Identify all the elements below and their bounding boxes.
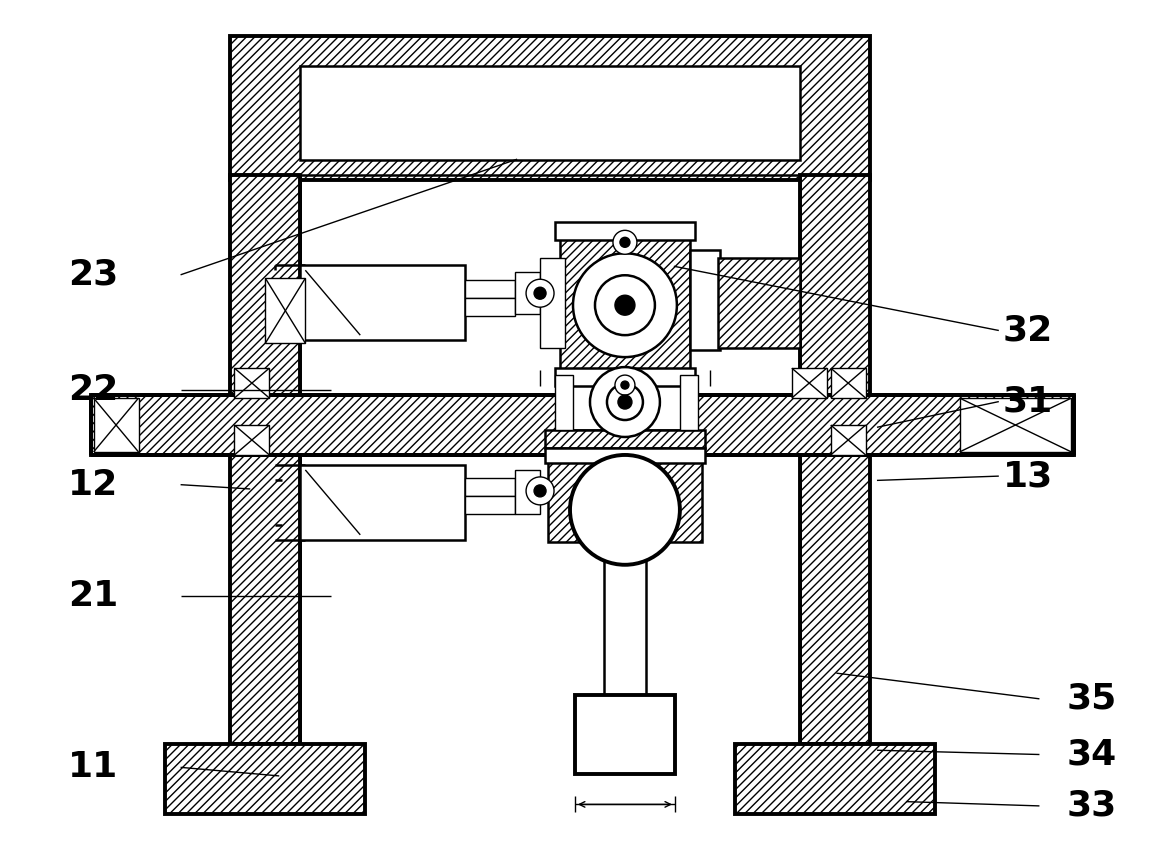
Bar	[555, 222, 695, 240]
Circle shape	[526, 477, 554, 505]
Circle shape	[573, 253, 677, 357]
Circle shape	[595, 275, 655, 335]
Bar	[465, 478, 515, 496]
Bar	[235, 368, 270, 398]
Circle shape	[621, 381, 629, 389]
Bar	[94, 398, 138, 452]
Bar	[575, 695, 675, 775]
Text: 11: 11	[69, 751, 119, 784]
Bar	[300, 465, 465, 540]
Bar	[690, 251, 719, 350]
Bar	[799, 175, 869, 745]
Bar	[791, 368, 826, 398]
Text: 21: 21	[69, 579, 119, 613]
Circle shape	[621, 238, 630, 247]
Bar	[230, 175, 300, 745]
Circle shape	[615, 295, 634, 315]
Bar	[465, 281, 515, 299]
Text: 31: 31	[1003, 384, 1053, 419]
Bar	[515, 272, 540, 314]
Bar	[831, 425, 866, 455]
Bar	[545, 430, 705, 448]
Bar	[465, 299, 515, 317]
Text: 33: 33	[1067, 789, 1117, 823]
Bar	[235, 425, 270, 455]
Bar	[568, 375, 683, 430]
Bar	[91, 395, 1075, 455]
Bar	[734, 745, 934, 814]
Text: 12: 12	[69, 468, 119, 502]
Bar	[165, 745, 365, 814]
Bar	[718, 258, 799, 348]
Text: 34: 34	[1067, 738, 1117, 771]
Bar	[515, 470, 540, 514]
Circle shape	[535, 287, 546, 299]
Text: 32: 32	[1003, 313, 1053, 347]
Bar	[300, 265, 465, 340]
Bar	[831, 368, 866, 398]
Bar	[545, 448, 705, 463]
Bar	[230, 36, 869, 180]
Circle shape	[590, 367, 660, 437]
Circle shape	[618, 395, 632, 409]
Bar	[465, 496, 515, 514]
Bar	[960, 398, 1071, 452]
Bar	[604, 559, 646, 695]
Bar	[560, 230, 690, 370]
Text: 23: 23	[69, 257, 119, 292]
Text: 13: 13	[1003, 459, 1053, 493]
Bar	[555, 375, 573, 430]
Circle shape	[607, 384, 643, 420]
Circle shape	[615, 375, 634, 395]
Text: 22: 22	[69, 373, 119, 408]
Bar	[680, 375, 698, 430]
Bar	[540, 258, 565, 348]
Circle shape	[535, 485, 546, 497]
Bar	[265, 278, 306, 343]
Circle shape	[614, 230, 637, 254]
Bar	[548, 462, 702, 541]
Text: 35: 35	[1067, 682, 1117, 716]
Bar	[555, 368, 695, 386]
Bar	[300, 65, 799, 160]
Circle shape	[571, 455, 680, 565]
Circle shape	[526, 279, 554, 307]
